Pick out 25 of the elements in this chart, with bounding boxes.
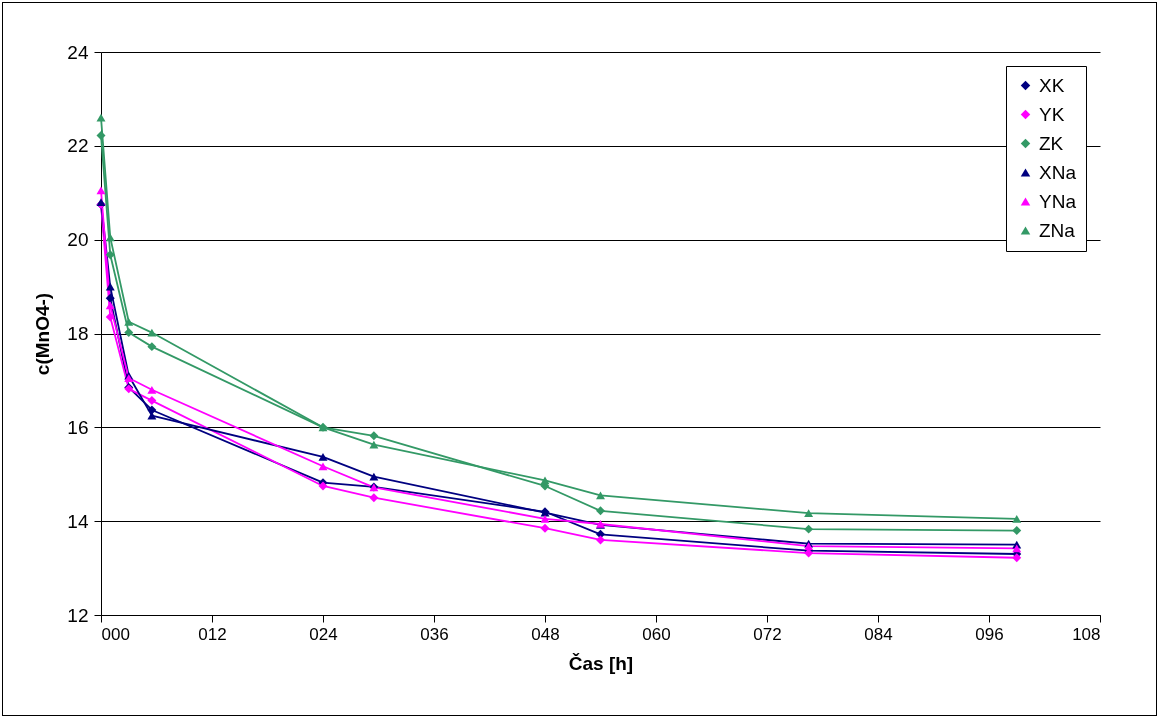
y-tick-label: 20	[67, 229, 89, 251]
x-tick-label: 012	[198, 624, 227, 644]
x-tick-label: 096	[975, 624, 1004, 644]
y-tick-label: 22	[67, 135, 89, 157]
x-tick-label: 000	[101, 624, 130, 644]
x-tick-label: 036	[420, 624, 449, 644]
x-tick-label: 060	[642, 624, 671, 644]
x-axis-title: Čas [h]	[568, 652, 634, 674]
y-tick-label: 14	[67, 510, 89, 532]
x-tick-label: 108	[1072, 624, 1101, 644]
legend-label: ZK	[1039, 132, 1064, 154]
legend-label: XNa	[1039, 161, 1077, 183]
y-tick-label: 18	[67, 323, 89, 344]
legend-label: YK	[1039, 103, 1065, 125]
x-tick-label: 024	[309, 624, 338, 644]
y-axis-title: c(MnO4-)	[32, 292, 54, 376]
x-tick-label: 072	[753, 624, 782, 644]
legend-label: YNa	[1039, 190, 1077, 212]
x-tick-label: 084	[864, 624, 893, 644]
legend-label: XK	[1039, 74, 1065, 96]
y-tick-label: 24	[67, 41, 89, 63]
y-tick-label: 16	[67, 416, 89, 438]
x-tick-label: 048	[531, 624, 560, 644]
y-tick-label: 12	[67, 604, 89, 626]
legend-label: ZNa	[1039, 219, 1076, 241]
